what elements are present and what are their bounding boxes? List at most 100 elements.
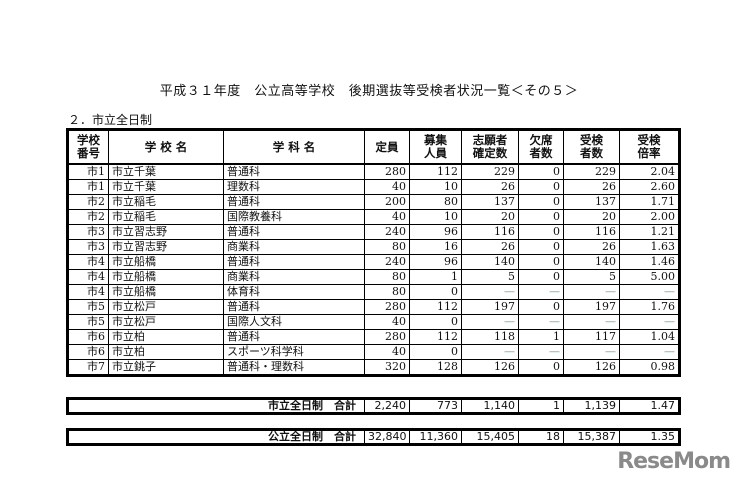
- cell-school-name: 市立柏: [108, 344, 224, 360]
- total-recruit: 11,360: [409, 429, 462, 445]
- cell-school-name: 市立船橋: [108, 254, 224, 270]
- cell-capacity: 320: [364, 359, 410, 376]
- table-row: 市1 市立千葉 普通科 280 112 229 0 229 2.04: [67, 163, 680, 180]
- cell-applicants: 116: [461, 224, 519, 240]
- cell-capacity: 40: [364, 209, 410, 225]
- table-row: 市4 市立船橋 普通科 240 96 140 0 140 1.46: [67, 254, 680, 270]
- header-recruit: 募集 人員: [409, 129, 462, 165]
- header-school-no: 学校 番号: [67, 129, 109, 165]
- total-capacity: 2,240: [364, 398, 410, 414]
- cell-recruit: 1: [409, 269, 462, 285]
- section-heading: ２．市立全日制: [68, 113, 153, 127]
- resemom-logo: ReseMom: [617, 449, 731, 474]
- total-capacity: 32,840: [364, 429, 410, 445]
- cell-school-no: 市6: [67, 344, 109, 360]
- cell-course-name: 普通科: [223, 163, 365, 180]
- cell-examinees: 116: [563, 224, 620, 240]
- cell-ratio: 1.71: [619, 194, 680, 210]
- cell-examinees: —: [563, 284, 620, 300]
- total-examinees: 1,139: [563, 398, 620, 414]
- cell-examinees: 26: [563, 239, 620, 255]
- cell-capacity: 240: [364, 254, 410, 270]
- table-row: 市2 市立稲毛 普通科 200 80 137 0 137 1.71: [67, 194, 680, 210]
- page-title: 平成３１年度 公立高等学校 後期選抜等受検者状況一覧＜その５＞: [159, 84, 579, 99]
- cell-examinees: 5: [563, 269, 620, 285]
- cell-school-name: 市立習志野: [108, 239, 224, 255]
- cell-school-no: 市4: [67, 269, 109, 285]
- cell-school-no: 市1: [67, 179, 109, 195]
- total-applicants: 1,140: [461, 398, 519, 414]
- cell-absent: —: [518, 314, 564, 330]
- cell-ratio: 5.00: [619, 269, 680, 285]
- cell-school-name: 市立稲毛: [108, 209, 224, 225]
- cell-course-name: 理数科: [223, 179, 365, 195]
- cell-applicants: 5: [461, 269, 519, 285]
- cell-absent: —: [518, 284, 564, 300]
- cell-course-name: 普通科: [223, 224, 365, 240]
- cell-course-name: 商業科: [223, 239, 365, 255]
- table-row: 市5 市立松戸 国際人文科 40 0— — — —: [67, 314, 680, 330]
- cell-applicants: 20: [461, 209, 519, 225]
- table-row: 市1 市立千葉 理数科 40 10 26 0 26 2.60: [67, 179, 680, 195]
- cell-applicants: —: [461, 314, 519, 330]
- total-ratio: 1.35: [619, 429, 680, 445]
- cell-ratio: 1.21: [619, 224, 680, 240]
- cell-ratio: —: [619, 314, 680, 330]
- header-absent: 欠席 者数: [518, 129, 564, 165]
- cell-school-no: 市7: [67, 359, 109, 376]
- cell-capacity: 80: [364, 239, 410, 255]
- cell-recruit: 10: [409, 179, 462, 195]
- cell-capacity: 40: [364, 314, 410, 330]
- cell-examinees: 137: [563, 194, 620, 210]
- cell-ratio: 2.60: [619, 179, 680, 195]
- cell-recruit: 112: [409, 299, 462, 315]
- cell-applicants: 26: [461, 239, 519, 255]
- cell-course-name: 普通科: [223, 329, 365, 345]
- cell-school-name: 市立松戸: [108, 314, 224, 330]
- cell-examinees: —: [563, 344, 620, 360]
- cell-school-no: 市4: [67, 254, 109, 270]
- total-label: 公立全日制 合計: [67, 429, 365, 445]
- cell-ratio: —: [619, 344, 680, 360]
- cell-absent: 0: [518, 163, 564, 180]
- cell-examinees: 197: [563, 299, 620, 315]
- cell-absent: 0: [518, 194, 564, 210]
- cell-school-no: 市2: [67, 209, 109, 225]
- cell-recruit: 128: [409, 359, 462, 376]
- table-row: 市5 市立松戸 普通科 280 112 197 0 197 1.76: [67, 299, 680, 315]
- cell-applicants: 229: [461, 163, 519, 180]
- cell-recruit: 96: [409, 224, 462, 240]
- cell-applicants: 140: [461, 254, 519, 270]
- cell-applicants: 197: [461, 299, 519, 315]
- cell-ratio: 1.04: [619, 329, 680, 345]
- cell-school-name: 市立千葉: [108, 179, 224, 195]
- cell-absent: 0: [518, 209, 564, 225]
- cell-capacity: 240: [364, 224, 410, 240]
- total-absent: 1: [518, 398, 564, 414]
- total-absent: 18: [518, 429, 564, 445]
- table-row: 市4 市立船橋 体育科 80 0— — — —: [67, 284, 680, 300]
- city-total-row: 市立全日制 合計 2,240 773 1,140 1 1,139 1.47: [66, 397, 681, 415]
- header-applicants: 志願者 確定数: [461, 129, 519, 165]
- cell-capacity: 40: [364, 344, 410, 360]
- header-row: 学校 番号 学 校 名 学 科 名 定員 募集 人員 志願者 確定数 欠席 者数 受検者…: [67, 129, 680, 165]
- table-row: 市2 市立稲毛 国際教養科 40 10 20 0 20 2.00: [67, 209, 680, 225]
- cell-ratio: 1.76: [619, 299, 680, 315]
- header-course-name: 学 科 名: [223, 129, 365, 165]
- header-school-name: 学 校 名: [108, 129, 224, 165]
- cell-school-name: 市立銚子: [108, 359, 224, 376]
- cell-absent: 0: [518, 254, 564, 270]
- cell-absent: —: [518, 344, 564, 360]
- cell-school-no: 市1: [67, 163, 109, 180]
- cell-applicants: 118: [461, 329, 519, 345]
- cell-course-name: 国際人文科: [223, 314, 365, 330]
- cell-school-name: 市立松戸: [108, 299, 224, 315]
- cell-applicants: 137: [461, 194, 519, 210]
- total-label: 市立全日制 合計: [67, 398, 365, 414]
- cell-capacity: 280: [364, 329, 410, 345]
- table-row: 市7 市立銚子 普通科・理数科 320 128 126 0 126 0.98: [67, 359, 680, 376]
- header-ratio: 受検 倍率: [619, 129, 680, 165]
- cell-recruit: 10: [409, 209, 462, 225]
- cell-applicants: 26: [461, 179, 519, 195]
- cell-school-no: 市4: [67, 284, 109, 300]
